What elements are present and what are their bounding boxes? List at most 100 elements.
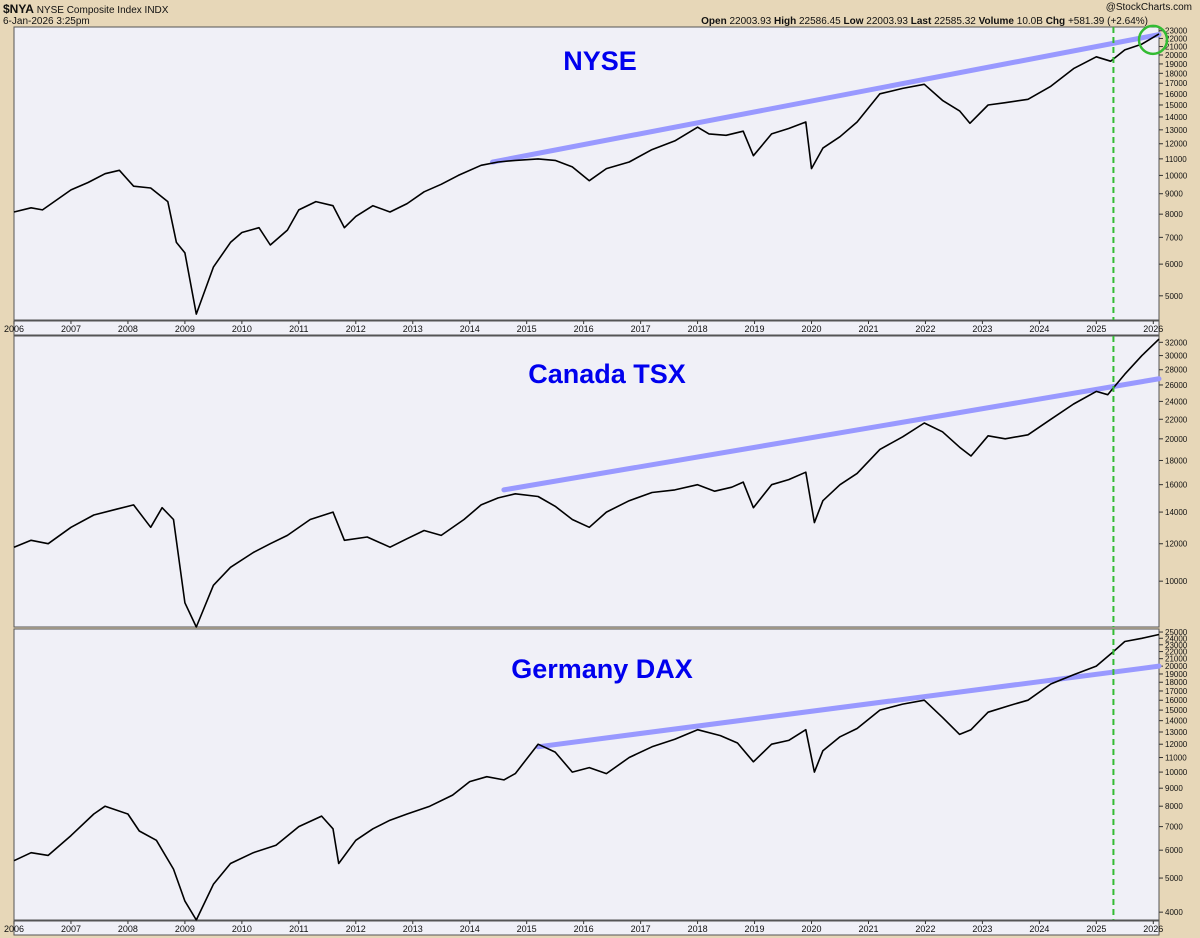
y-tick-label: 19000 — [1165, 670, 1188, 679]
high-value: 22586.45 — [798, 16, 841, 27]
price-line — [13, 338, 1160, 628]
y-tick-label: 6000 — [1165, 260, 1183, 269]
y-tick-label: 11000 — [1165, 754, 1187, 763]
y-tick-label: 22000 — [1165, 415, 1188, 424]
y-tick-label: 7000 — [1165, 233, 1183, 242]
watermark: @StockCharts.com — [1105, 2, 1192, 13]
x-tick-label: 2025 — [1086, 324, 1106, 334]
x-tick-label: 2024 — [1029, 924, 1049, 934]
x-tick-label: 2026 — [1143, 924, 1163, 934]
x-tick-label: 2016 — [574, 324, 594, 334]
x-tick-label: 2020 — [801, 324, 821, 334]
y-tick-label: 24000 — [1165, 634, 1188, 643]
x-axis-band — [13, 920, 1160, 936]
x-tick-label: 2018 — [688, 924, 708, 934]
y-tick-label: 8000 — [1165, 802, 1183, 811]
x-tick-label: 2007 — [61, 324, 81, 334]
y-tick-label: 11000 — [1165, 155, 1187, 164]
y-tick-label: 25000 — [1165, 628, 1188, 637]
y-tick-label: 28000 — [1165, 366, 1188, 375]
y-tick-label: 22000 — [1165, 34, 1188, 43]
y-tick-label: 21000 — [1165, 43, 1188, 52]
price-line — [13, 33, 1160, 315]
x-tick-label: 2022 — [915, 924, 935, 934]
y-tick-label: 17000 — [1165, 79, 1188, 88]
open-value: 22003.93 — [729, 16, 772, 27]
x-tick-label: 2012 — [346, 324, 366, 334]
y-tick-label: 17000 — [1165, 687, 1188, 696]
trendline — [535, 663, 1162, 750]
y-tick-label: 13000 — [1165, 126, 1188, 135]
x-tick-label: 2019 — [745, 324, 765, 334]
y-tick-label: 20000 — [1165, 51, 1188, 60]
y-tick-label: 23000 — [1165, 27, 1188, 36]
y-tick-label: 16000 — [1165, 696, 1188, 705]
y-tick-label: 20000 — [1165, 662, 1188, 671]
y-tick-label: 9000 — [1165, 784, 1183, 793]
y-tick-label: 32000 — [1165, 338, 1188, 347]
x-tick-label: 2013 — [403, 324, 423, 334]
y-tick-label: 10000 — [1165, 171, 1188, 180]
y-tick-label: 6000 — [1165, 846, 1183, 855]
y-tick-label: 15000 — [1165, 706, 1188, 715]
y-tick-label: 14000 — [1165, 113, 1188, 122]
low-value: 22003.93 — [866, 16, 908, 27]
x-tick-label: 2020 — [801, 924, 821, 934]
x-tick-label: 2008 — [118, 324, 138, 334]
symbol: $NYA — [3, 2, 34, 16]
panel-1 — [13, 26, 1160, 321]
chg-value: +581.39 (+2.64%) — [1067, 16, 1148, 27]
trendline — [501, 376, 1162, 493]
panel-2 — [13, 335, 1160, 628]
panel-3 — [13, 628, 1160, 921]
x-tick-label: 2012 — [346, 924, 366, 934]
x-tick-label: 2017 — [631, 324, 651, 334]
y-tick-label: 5000 — [1165, 292, 1183, 301]
x-tick-label: 2007 — [61, 924, 81, 934]
x-tick-label: 2006 — [4, 324, 24, 334]
x-tick-label: 2018 — [688, 324, 708, 334]
volume-value: 10.0B — [1016, 16, 1043, 27]
panel-title: NYSE — [563, 46, 637, 76]
header-symbol-line: $NYA NYSE Composite Index INDX — [3, 2, 168, 16]
exchange: INDX — [144, 5, 169, 16]
x-tick-label: 2010 — [232, 924, 252, 934]
x-tick-label: 2009 — [175, 924, 195, 934]
y-tick-label: 13000 — [1165, 728, 1188, 737]
low-label: Low — [843, 16, 864, 27]
y-tick-label: 9000 — [1165, 190, 1183, 199]
x-tick-label: 2025 — [1086, 924, 1106, 934]
x-tick-label: 2024 — [1029, 324, 1049, 334]
x-tick-label: 2023 — [972, 324, 992, 334]
panel-title: Canada TSX — [528, 359, 686, 389]
y-tick-label: 12000 — [1165, 540, 1188, 549]
last-label: Last — [910, 16, 932, 27]
open-label: Open — [701, 16, 727, 27]
x-tick-label: 2023 — [972, 924, 992, 934]
x-tick-label: 2011 — [289, 324, 308, 334]
panel-title: Germany DAX — [511, 654, 693, 684]
x-tick-label: 2021 — [858, 324, 878, 334]
y-tick-label: 22000 — [1165, 648, 1188, 657]
x-tick-label: 2022 — [915, 324, 935, 334]
y-tick-label: 30000 — [1165, 352, 1188, 361]
x-axis-band — [13, 320, 1160, 336]
x-tick-label: 2015 — [517, 924, 537, 934]
volume-label: Volume — [978, 16, 1014, 27]
x-tick-label: 2015 — [517, 324, 537, 334]
chg-label: Chg — [1045, 16, 1066, 27]
y-tick-label: 7000 — [1165, 823, 1183, 832]
price-line — [13, 633, 1160, 921]
trendline — [490, 32, 1162, 165]
y-tick-label: 18000 — [1165, 678, 1188, 687]
y-tick-label: 24000 — [1165, 397, 1188, 406]
y-tick-label: 16000 — [1165, 481, 1188, 490]
y-tick-label: 26000 — [1165, 381, 1188, 390]
y-tick-label: 19000 — [1165, 60, 1188, 69]
y-tick-label: 23000 — [1165, 641, 1188, 650]
x-tick-label: 2016 — [574, 924, 594, 934]
y-tick-label: 20000 — [1165, 435, 1188, 444]
index-name: NYSE Composite Index — [36, 5, 142, 16]
